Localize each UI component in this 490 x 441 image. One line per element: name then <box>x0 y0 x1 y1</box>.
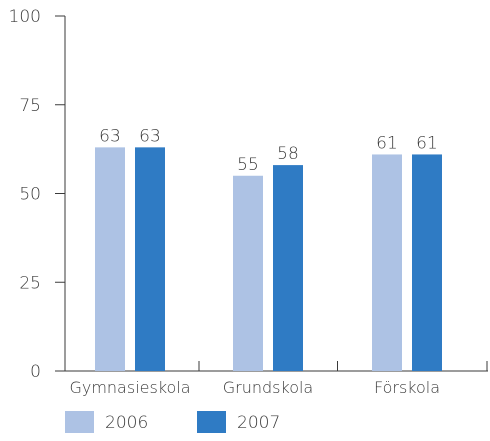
y-tick-label: 0 <box>30 362 41 382</box>
legend-label-2006: 2006 <box>105 413 148 433</box>
legend-swatch-2007 <box>197 411 226 433</box>
bars <box>95 147 442 371</box>
legend: 2006 2007 <box>65 411 280 433</box>
bar-2007-grundskola <box>273 165 303 371</box>
bar-2006-förskola <box>372 154 402 371</box>
bar-2007-förskola <box>412 154 442 371</box>
x-tick-label: Grundskola <box>223 378 313 397</box>
data-label: 61 <box>416 133 438 153</box>
y-tick-label: 50 <box>19 185 41 205</box>
bar-2006-grundskola <box>233 175 263 371</box>
bar-2007-gymnasieskola <box>135 147 165 371</box>
bar-2006-gymnasieskola <box>95 147 125 371</box>
data-labels: 63 55 61 63 58 61 <box>99 126 438 174</box>
y-axis: 0 25 50 75 100 <box>9 7 66 382</box>
data-label: 63 <box>139 126 161 146</box>
data-label: 63 <box>99 126 121 146</box>
legend-swatch-2006 <box>65 411 94 433</box>
y-tick-label: 100 <box>9 7 41 27</box>
x-axis: Gymnasieskola Grundskola Förskola <box>64 361 488 397</box>
data-label: 55 <box>237 155 259 175</box>
data-label: 58 <box>277 144 299 164</box>
legend-label-2007: 2007 <box>237 413 280 433</box>
x-tick-label: Gymnasieskola <box>69 378 190 397</box>
x-tick-label: Förskola <box>374 378 440 397</box>
y-tick-label: 75 <box>19 96 41 116</box>
data-label: 61 <box>376 133 398 153</box>
y-tick-label: 25 <box>19 273 41 293</box>
